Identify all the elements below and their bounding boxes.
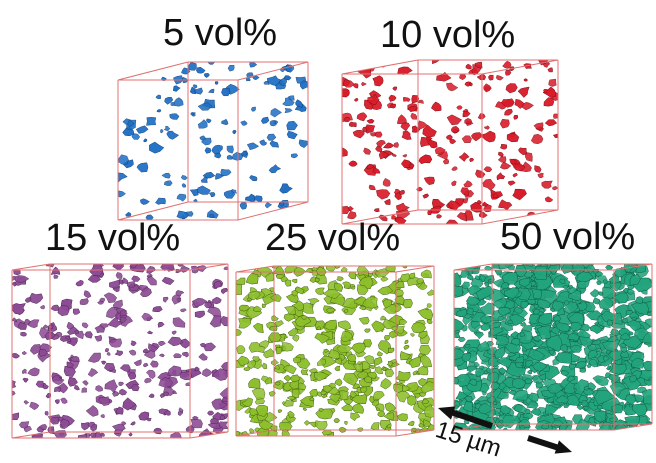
cube-1 (117, 61, 309, 221)
particles-1 (118, 62, 308, 220)
cube-3 (11, 263, 229, 439)
scale-bar (438, 406, 572, 454)
particles-2 (342, 60, 558, 224)
panel-label-5vol: 5 vol% (163, 12, 278, 54)
panel-label-15vol: 15 vol% (45, 217, 181, 259)
cube-renderings (11, 59, 653, 439)
cube-4 (235, 265, 435, 437)
particles-5 (454, 264, 652, 430)
particles-3 (12, 264, 228, 438)
scale-arrowhead (554, 440, 572, 454)
cube-2 (341, 59, 559, 225)
panel-label-10vol: 10 vol% (380, 14, 516, 56)
scale-arrowhead (438, 406, 456, 420)
particles-4 (236, 266, 434, 436)
panel-label-50vol: 50 vol% (500, 216, 636, 258)
panel-label-25vol: 25 vol% (265, 217, 401, 259)
scale-arrow-left-segment (447, 408, 493, 429)
scale-arrow-right-segment (527, 435, 563, 452)
cube-5 (453, 263, 653, 431)
